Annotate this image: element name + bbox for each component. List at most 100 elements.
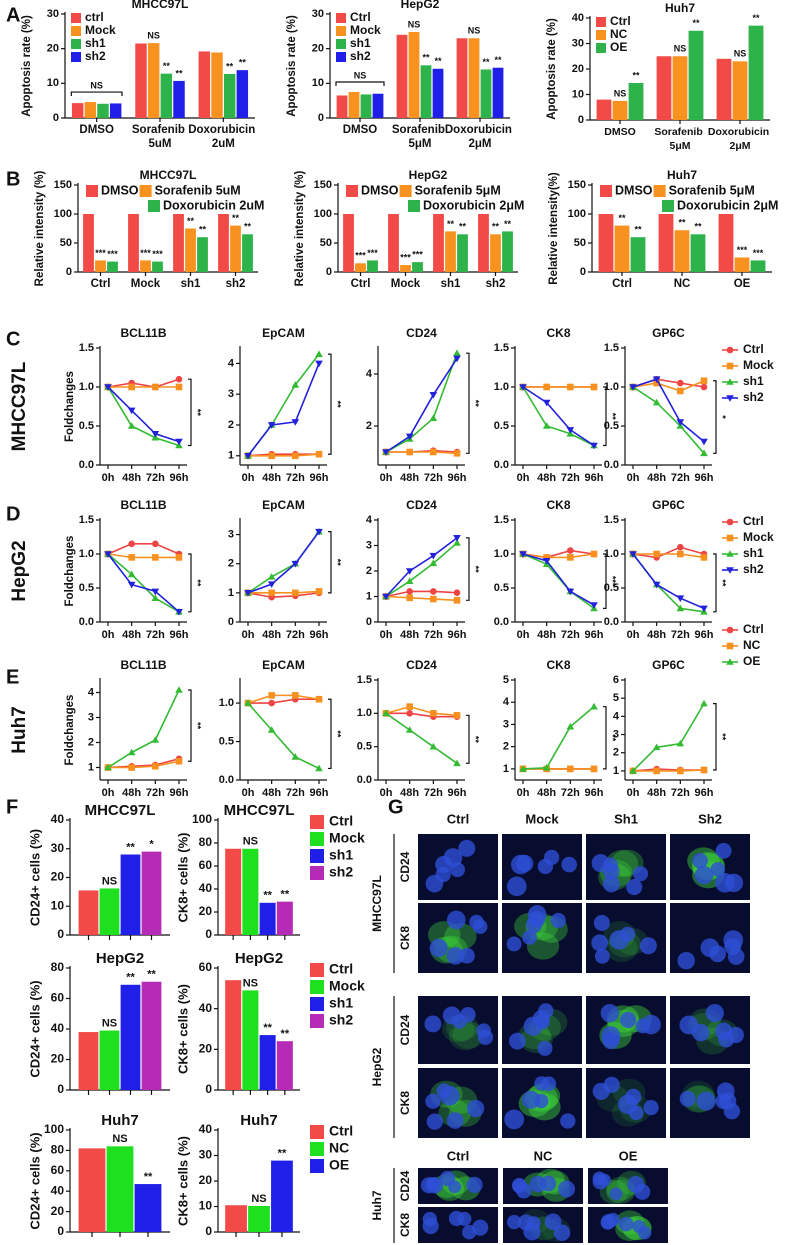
chart-title: MHCC97L <box>132 0 189 11</box>
stain-nucleus <box>466 1099 485 1118</box>
stain-nucleus <box>591 854 610 873</box>
bar <box>456 38 468 119</box>
panel-label: A <box>6 4 20 26</box>
bar <box>225 980 242 1090</box>
marker <box>127 581 136 589</box>
bar <box>141 851 162 935</box>
significance-label: NS <box>614 88 627 98</box>
bar <box>348 92 360 118</box>
legend-label: sh2 <box>329 864 353 880</box>
chart-title: EpCAM <box>262 658 305 672</box>
legend-swatch <box>71 52 81 62</box>
y-tick-label: 150 <box>54 179 72 191</box>
legend-swatch <box>408 200 420 212</box>
legend-label: Mock <box>350 23 381 37</box>
bar <box>372 93 384 118</box>
marker <box>128 383 135 391</box>
bar <box>259 1035 276 1090</box>
line <box>107 553 180 613</box>
marker <box>104 551 112 558</box>
marker <box>726 518 734 526</box>
stain-nucleus <box>446 947 465 965</box>
significance-label: ** <box>278 1148 287 1160</box>
bar <box>230 225 241 272</box>
stain-nucleus <box>508 1032 526 1050</box>
stain-nucleus <box>518 1214 535 1231</box>
x-tick-label: Ctrl <box>612 278 632 290</box>
marker <box>382 593 390 601</box>
bar <box>276 1041 293 1090</box>
x-tick-label: 96h <box>310 629 329 641</box>
x-tick-label: 72h <box>561 787 580 799</box>
bracket <box>603 706 607 770</box>
bar <box>630 237 646 272</box>
stain-nucleus <box>639 937 657 955</box>
x-tick-label: 48h <box>400 787 419 799</box>
y-axis-label: Relative intensity (%) <box>294 170 306 286</box>
bracket <box>328 531 332 594</box>
bar <box>433 214 444 272</box>
significance-label: ** <box>232 213 240 223</box>
bar <box>259 902 276 935</box>
marker <box>590 550 598 558</box>
marker <box>676 419 685 426</box>
x-tick-label: 48h <box>537 629 556 641</box>
y-tick-label: 4 <box>228 357 235 369</box>
column-label: Ctrl <box>447 811 469 826</box>
bar <box>242 990 259 1090</box>
marker <box>543 383 550 391</box>
y-tick-label: 4 <box>366 514 373 526</box>
significance-label: ** <box>163 61 171 71</box>
bar <box>598 214 614 272</box>
marker <box>315 350 323 357</box>
y-axis-label: Foldchanges <box>64 371 76 442</box>
bar <box>78 1148 106 1232</box>
x-tick-label: 72h <box>286 629 305 641</box>
line <box>108 760 180 769</box>
stain-nucleus <box>696 1091 716 1111</box>
bar <box>128 214 139 272</box>
y-tick-label: 0.0 <box>79 459 94 471</box>
marker <box>453 355 461 363</box>
significance-label: ** <box>608 413 618 421</box>
significance-label: ** <box>471 566 481 574</box>
y-axis-label: Apoptosis rate (%) <box>21 15 33 117</box>
line <box>522 386 595 447</box>
marker <box>291 753 300 760</box>
marker <box>405 568 414 575</box>
chart-title: Huh7 <box>665 1 695 15</box>
line <box>248 590 320 594</box>
y-tick-label: 3 <box>228 528 234 540</box>
y-tick-label: 0.0 <box>494 616 509 628</box>
stain-nucleus <box>714 1022 733 1040</box>
marker <box>152 383 159 391</box>
stain-nucleus <box>592 1082 610 1100</box>
y-tick-label: 150 <box>568 179 586 191</box>
significance-label: *** <box>737 245 748 255</box>
stain-nucleus <box>558 1180 576 1198</box>
significance-label: ** <box>193 722 203 730</box>
marker <box>726 346 734 354</box>
legend-label: sh1 <box>350 36 371 50</box>
y-tick-label: 0 <box>578 114 584 126</box>
stain-nucleus <box>476 1023 492 1038</box>
marker <box>519 384 527 391</box>
bar <box>83 214 94 272</box>
x-tick-label: 48h <box>262 472 281 484</box>
significance-label: ** <box>422 53 430 63</box>
y-tick-label: 0.0 <box>604 459 619 471</box>
line <box>522 386 595 447</box>
x-tick-label: 96h <box>170 787 189 799</box>
stain-nucleus <box>448 1210 465 1227</box>
legend-label: Mock <box>329 978 365 994</box>
legend-swatch <box>399 185 412 197</box>
stain-nucleus <box>620 926 636 942</box>
y-tick-label: 0.5 <box>357 741 372 753</box>
y-tick-label: 1 <box>228 450 234 462</box>
marker <box>382 449 390 456</box>
stain-nucleus <box>591 934 609 952</box>
marker <box>127 570 136 578</box>
marker <box>543 554 550 561</box>
stain-nucleus <box>677 951 695 970</box>
significance-label: ** <box>692 18 700 28</box>
